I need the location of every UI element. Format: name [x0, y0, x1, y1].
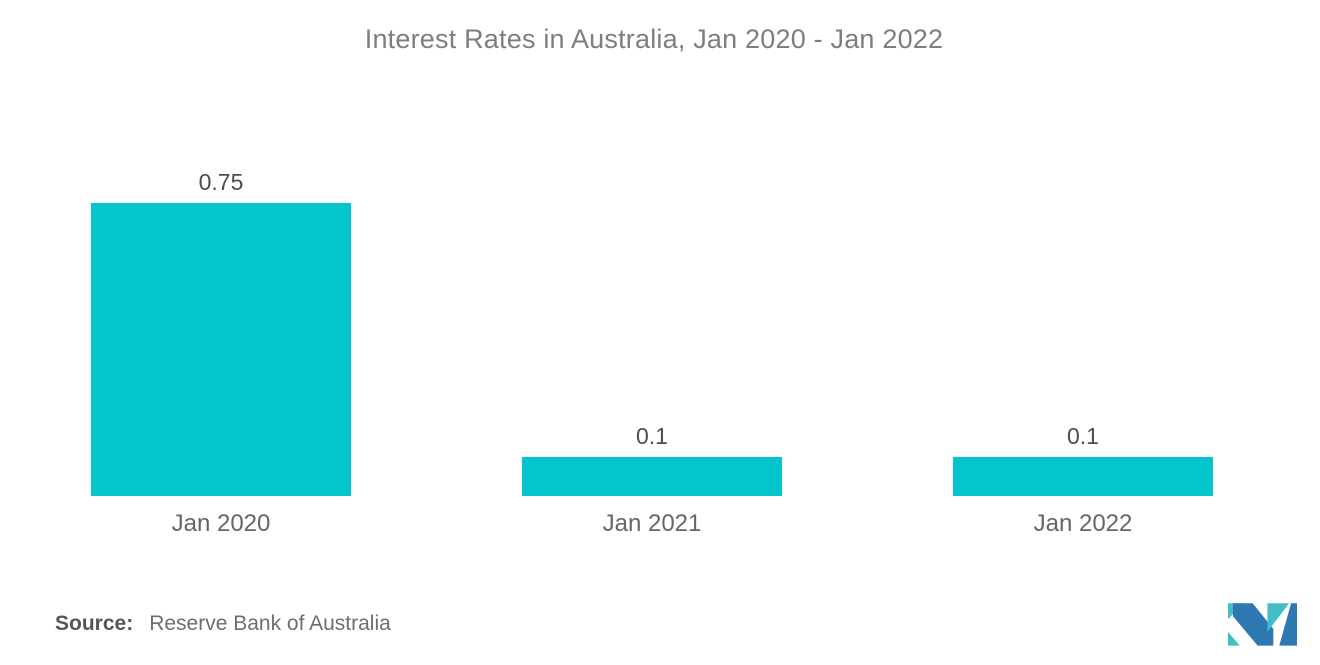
bar-group: 0.1 Jan 2021	[522, 160, 782, 537]
logo-teal-bottom-left-triangle	[1228, 631, 1240, 646]
source-label: Source:	[55, 612, 134, 635]
bar-group: 0.1 Jan 2022	[953, 160, 1213, 537]
bar	[522, 457, 782, 496]
bar-value-label: 0.1	[1067, 423, 1099, 449]
bar	[91, 203, 351, 496]
logo-teal-top-left-triangle	[1228, 603, 1244, 620]
category-label: Jan 2020	[171, 510, 271, 537]
chart-title: Interest Rates in Australia, Jan 2020 - …	[364, 24, 944, 54]
source-value: Reserve Bank of Australia	[149, 612, 391, 635]
bar	[953, 457, 1213, 496]
bar-value-label: 0.75	[198, 169, 244, 195]
category-label: Jan 2022	[1033, 510, 1133, 537]
bar-value-label: 0.1	[636, 423, 668, 449]
source-line: Source: Reserve Bank of Australia	[55, 612, 391, 636]
logo-blue-diagonal	[1232, 603, 1274, 646]
bar-group: 0.75 Jan 2020	[91, 160, 351, 537]
bar-chart-plot-area: 0.75 Jan 2020 0.1 Jan 2021 0.1 Jan 2022	[91, 160, 1213, 537]
category-label: Jan 2021	[602, 510, 702, 537]
mordor-intelligence-logo	[1228, 603, 1297, 646]
logo-blue-right-shape	[1279, 603, 1297, 646]
